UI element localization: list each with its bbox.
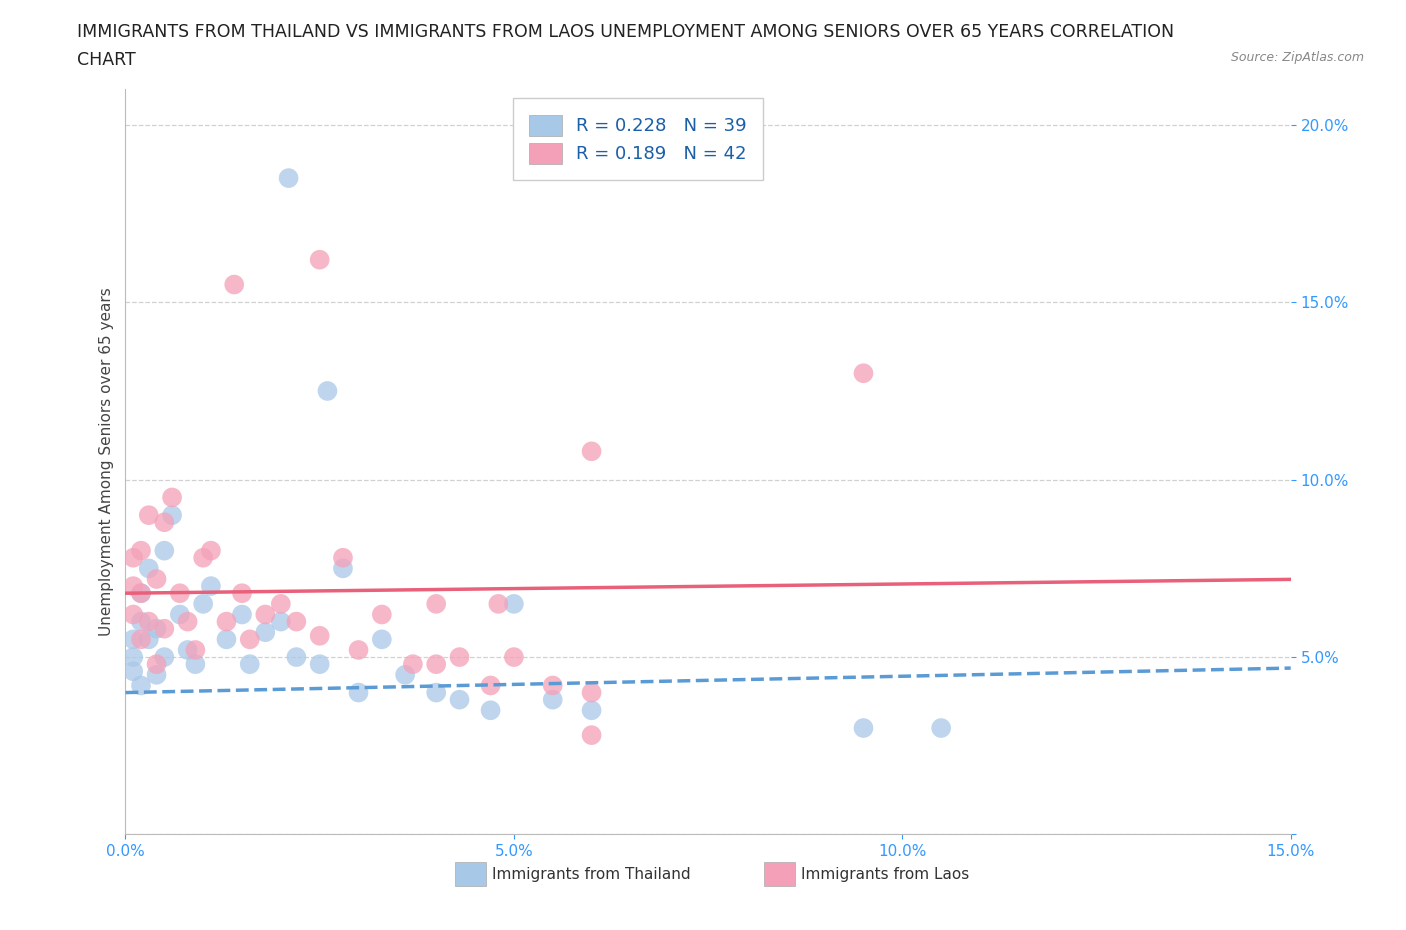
Point — [200, 543, 222, 558]
Point — [581, 703, 603, 718]
Point — [402, 657, 425, 671]
Point — [254, 625, 277, 640]
Text: Source: ZipAtlas.com: Source: ZipAtlas.com — [1230, 51, 1364, 64]
Point — [122, 631, 145, 646]
Point — [224, 277, 246, 292]
Point — [184, 643, 207, 658]
Point — [254, 607, 277, 622]
Point — [852, 365, 875, 380]
Point — [200, 578, 222, 593]
Legend: R = 0.228   N = 39, R = 0.189   N = 42: R = 0.228 N = 39, R = 0.189 N = 42 — [513, 99, 763, 179]
Point — [184, 657, 207, 671]
Point — [176, 643, 198, 658]
Point — [270, 596, 292, 611]
Y-axis label: Unemployment Among Seniors over 65 years: Unemployment Among Seniors over 65 years — [100, 287, 114, 636]
Point — [929, 721, 952, 736]
Point — [239, 631, 262, 646]
Point — [332, 551, 354, 565]
Point — [239, 657, 262, 671]
Point — [153, 543, 176, 558]
Point — [176, 614, 198, 629]
Point — [215, 614, 238, 629]
Point — [347, 643, 370, 658]
Point — [308, 629, 330, 644]
Point — [129, 631, 152, 646]
Point — [145, 572, 167, 587]
Point — [581, 685, 603, 700]
Point — [169, 607, 191, 622]
Point — [129, 586, 152, 601]
Point — [371, 607, 394, 622]
Point — [145, 621, 167, 636]
Point — [122, 650, 145, 665]
Point — [231, 586, 253, 601]
Point — [129, 586, 152, 601]
Point — [129, 678, 152, 693]
Point — [347, 685, 370, 700]
Point — [153, 621, 176, 636]
Point — [285, 650, 308, 665]
Point — [449, 692, 471, 707]
Point — [479, 703, 502, 718]
Point — [541, 678, 564, 693]
Point — [145, 668, 167, 683]
Point — [371, 631, 394, 646]
Point — [231, 607, 253, 622]
Point — [138, 508, 160, 523]
Point — [270, 614, 292, 629]
Point — [129, 614, 152, 629]
Point — [332, 561, 354, 576]
Point — [122, 551, 145, 565]
Point — [308, 252, 330, 267]
Point — [581, 727, 603, 742]
Point — [138, 561, 160, 576]
Text: Immigrants from Thailand: Immigrants from Thailand — [492, 867, 690, 882]
Point — [486, 596, 509, 611]
Point — [502, 596, 524, 611]
Point — [541, 692, 564, 707]
Point — [425, 596, 447, 611]
Point — [449, 650, 471, 665]
Point — [308, 657, 330, 671]
Point — [581, 444, 603, 458]
Point — [169, 586, 191, 601]
Point — [285, 614, 308, 629]
Text: Immigrants from Laos: Immigrants from Laos — [801, 867, 969, 882]
Text: CHART: CHART — [77, 51, 136, 69]
Point — [316, 383, 339, 398]
Point — [122, 578, 145, 593]
Point — [277, 171, 299, 186]
Point — [160, 508, 183, 523]
Point — [502, 650, 524, 665]
Point — [215, 631, 238, 646]
Point — [394, 668, 416, 683]
Point — [138, 631, 160, 646]
Point — [138, 614, 160, 629]
Point — [852, 721, 875, 736]
Point — [191, 551, 214, 565]
Point — [479, 678, 502, 693]
Point — [153, 515, 176, 530]
Point — [122, 607, 145, 622]
Point — [425, 657, 447, 671]
Point — [122, 664, 145, 679]
Point — [129, 543, 152, 558]
Point — [425, 685, 447, 700]
Point — [145, 657, 167, 671]
Point — [191, 596, 214, 611]
Point — [160, 490, 183, 505]
Point — [153, 650, 176, 665]
Text: IMMIGRANTS FROM THAILAND VS IMMIGRANTS FROM LAOS UNEMPLOYMENT AMONG SENIORS OVER: IMMIGRANTS FROM THAILAND VS IMMIGRANTS F… — [77, 23, 1174, 41]
